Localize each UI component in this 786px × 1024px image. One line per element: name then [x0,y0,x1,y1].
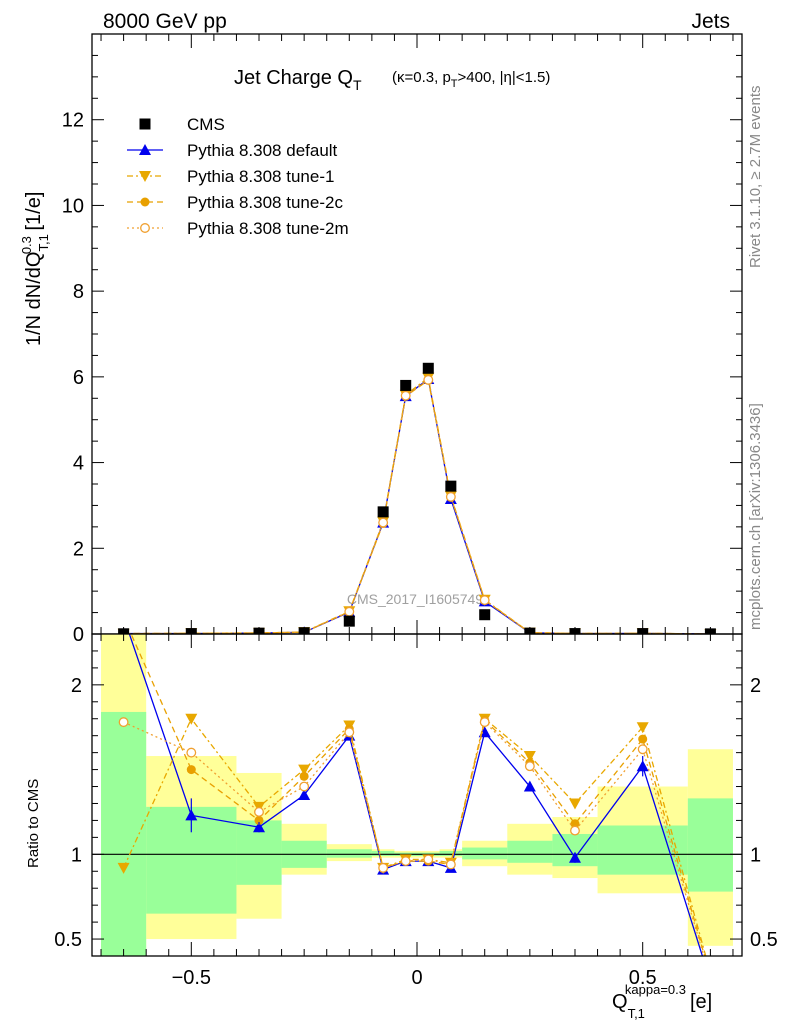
ratio-y-tick-label-right: 2 [750,675,761,697]
ratio-band-green [371,850,395,857]
ratio-point-4 [118,717,129,728]
ratio-y-axis-label: Ratio to CMS [25,779,42,868]
ratio-point-4 [524,761,535,772]
ratio-point-3 [638,734,648,744]
mcplots-label: mcplots.cern.ch [arXiv:1306.3436] [747,403,764,630]
legend-label: Pythia 8.308 tune-2m [187,219,349,238]
legend-label: Pythia 8.308 tune-1 [187,167,334,186]
ratio-y-tick-label-right: 1 [750,844,761,866]
main-axes: 0 2 4 6 8 10 12 [62,33,743,646]
legend-marker [139,118,151,130]
ratio-point-2 [185,713,198,725]
ratio-point-4 [344,727,355,738]
ratio-line-4 [123,720,705,956]
legend-label: Pythia 8.308 default [187,141,338,160]
svg-text:Jet Charge QT: Jet Charge QT [234,67,362,93]
cms-data-point [445,480,457,492]
series-point-4 [344,606,355,617]
ratio-point-2 [568,798,581,810]
ratio-point-2 [523,751,536,763]
ratio-point-2 [117,862,130,874]
main-y-tick-label: 0 [73,624,84,646]
ratio-point-1 [523,780,536,792]
ratio-band-green [439,850,463,857]
series-point-4 [400,390,411,401]
rivet-label: Rivet 3.1.10, ≥ 2.7M events [747,86,764,269]
ratio-point-4 [186,747,197,758]
ratio-band-green [507,840,553,863]
analysis-watermark: CMS_2017_I1605749 [347,591,483,607]
cms-data-point [479,609,491,621]
legend: CMS Pythia 8.308 default Pythia 8.308 tune… [127,115,349,238]
legend-marker [139,171,151,182]
ratio-point-2 [636,722,649,734]
series-line-3 [123,379,711,634]
x-tick-label: 0.5 [629,967,657,989]
ratio-point-4 [637,744,648,755]
cms-data-point [377,506,389,518]
ratio-band-green [597,825,688,875]
ratio-point-4 [400,856,411,867]
ratio-point-3 [299,771,309,781]
series-point-4 [378,517,389,528]
energy-label: 8000 GeV pp [103,10,227,33]
ratio-point-4 [570,825,580,836]
series-point-4 [423,374,434,385]
ratio-point-4 [299,781,310,792]
legend-marker [139,144,151,155]
ratio-axes: −0.5 0 0.50.5 0.51 12 2 [54,34,778,989]
series-point-4 [479,595,490,606]
ratio-point-4 [378,862,389,873]
cms-data-point [400,379,412,391]
ratio-band-green [462,847,508,860]
legend-marker [140,223,150,233]
svg-text:1/N dN/dQT,10.3 [1/e]: 1/N dN/dQT,10.3 [1/e] [19,192,51,346]
main-y-tick-label: 10 [62,195,84,217]
main-y-tick-label: 8 [73,281,84,303]
main-y-tick-label: 4 [73,453,84,475]
cms-data-point [343,615,355,627]
ratio-point-3 [186,765,196,775]
x-tick-label: 0 [411,967,422,989]
legend-label: Pythia 8.308 tune-2c [187,193,343,212]
main-y-tick-label: 6 [73,367,84,389]
cms-data-point [422,362,434,374]
ratio-series-layer [92,634,742,956]
plot-title: Jet Charge QT (κ=0.3, pT>400, |η|<1.5) [234,67,550,93]
svg-text:(κ=0.3, pT>400, |η|<1.5): (κ=0.3, pT>400, |η|<1.5) [392,69,550,90]
ratio-line-1 [128,634,704,956]
ratio-point-4 [254,806,264,817]
ratio-point-4 [423,854,434,865]
main-y-tick-label: 12 [62,110,84,132]
ratio-y-tick-label: 1 [71,844,82,866]
ratio-y-tick-label-right: 0.5 [750,929,778,951]
x-tick-label: −0.5 [172,967,211,989]
ratio-point-4 [479,717,490,728]
ratio-y-tick-label: 0.5 [54,929,82,951]
main-y-tick-label: 2 [73,538,84,560]
y-axis-label: 1/N dN/dQT,10.3 [1/e] [19,192,51,346]
series-point-4 [445,491,456,502]
ratio-point-3 [254,815,264,825]
ratio-y-tick-label: 2 [71,675,82,697]
ratio-point-3 [570,819,580,829]
ratio-band-green [101,711,147,956]
ratio-point-2 [298,764,311,776]
ratio-point-1 [298,789,311,800]
ratio-point-4 [445,859,456,870]
ratio-line-2 [123,717,707,956]
process-label: Jets [691,10,730,33]
ratio-band-green [687,798,733,892]
ratio-line-3 [130,634,706,956]
ratio-bands [101,634,733,956]
legend-label: CMS [187,115,225,134]
svg-text:QT,1kappa=0.3[e]: QT,1kappa=0.3[e] [612,982,712,1021]
x-axis-label: QT,1kappa=0.3[e] [612,982,712,1021]
ratio-band-green [326,849,372,858]
legend-marker [140,197,150,207]
